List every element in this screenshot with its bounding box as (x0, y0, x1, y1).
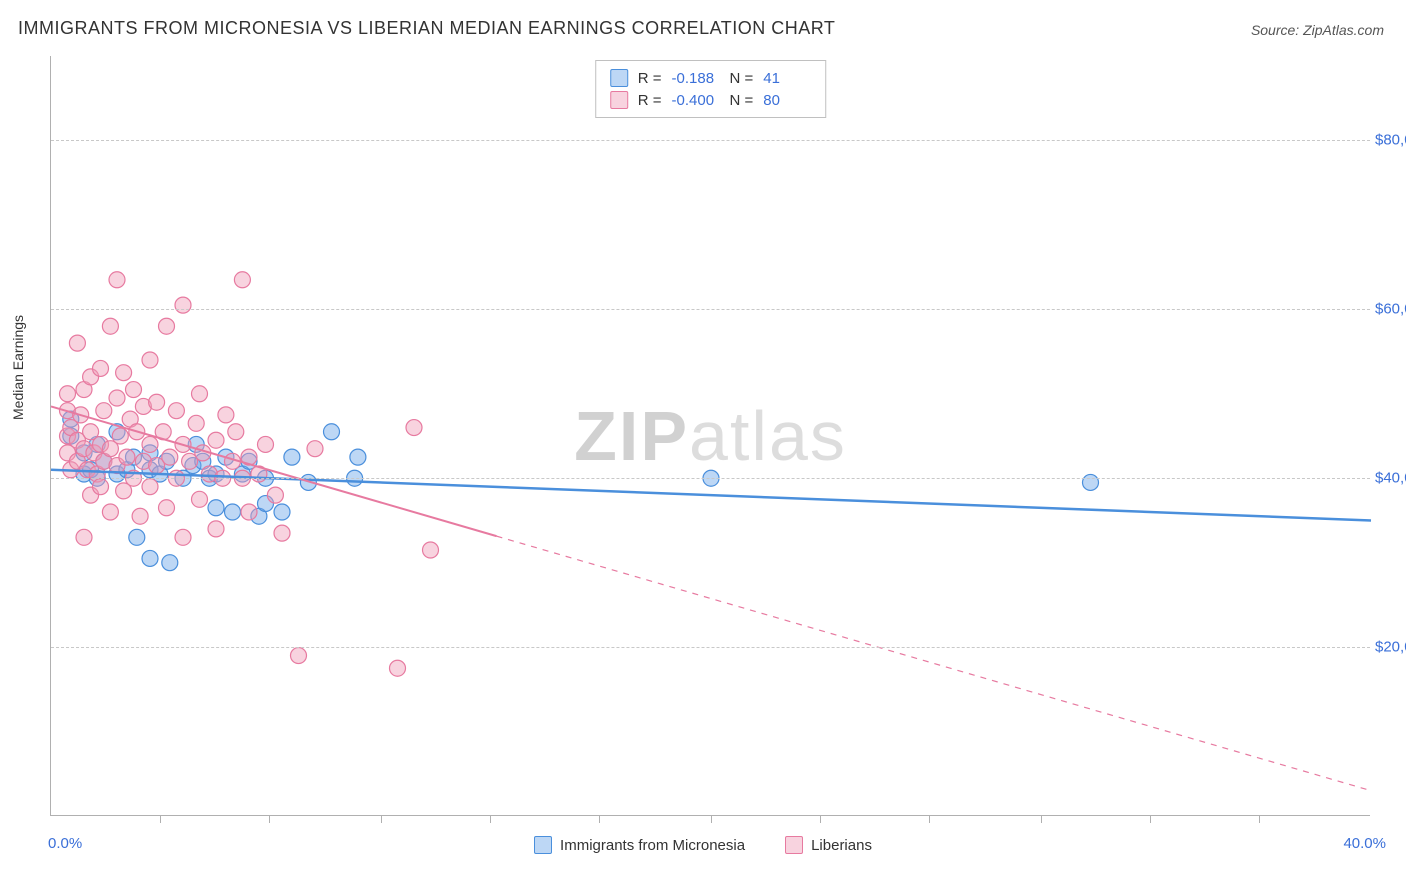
scatter-point (241, 504, 257, 520)
legend-swatch (534, 836, 552, 854)
scatter-point (208, 521, 224, 537)
scatter-point (175, 529, 191, 545)
scatter-point (218, 407, 234, 423)
scatter-point (60, 386, 76, 402)
chart-title: IMMIGRANTS FROM MICRONESIA VS LIBERIAN M… (18, 18, 835, 39)
legend-item: Liberians (785, 836, 872, 854)
gridline (51, 140, 1370, 141)
scatter-point (274, 525, 290, 541)
scatter-point (149, 394, 165, 410)
scatter-point (258, 436, 274, 452)
scatter-point (142, 550, 158, 566)
gridline (51, 478, 1370, 479)
y-tick-label: $40,000 (1375, 470, 1406, 487)
x-tick (711, 815, 712, 823)
scatter-point (423, 542, 439, 558)
scatter-point (175, 297, 191, 313)
scatter-point (390, 660, 406, 676)
scatter-point (102, 318, 118, 334)
x-tick (381, 815, 382, 823)
scatter-point (291, 648, 307, 664)
scatter-point (142, 479, 158, 495)
stat-n-value: 80 (763, 92, 811, 109)
scatter-point (192, 491, 208, 507)
scatter-point (284, 449, 300, 465)
y-tick-label: $20,000 (1375, 639, 1406, 656)
scatter-point (93, 479, 109, 495)
x-tick (1259, 815, 1260, 823)
scatter-point (350, 449, 366, 465)
x-tick (929, 815, 930, 823)
x-tick (599, 815, 600, 823)
scatter-point (168, 403, 184, 419)
scatter-point (102, 504, 118, 520)
scatter-point (69, 335, 85, 351)
scatter-point (116, 365, 132, 381)
source-attribution: Source: ZipAtlas.com (1251, 22, 1384, 38)
stats-legend-row: R = -0.400 N = 80 (610, 89, 812, 111)
scatter-point (1083, 474, 1099, 490)
scatter-point (188, 415, 204, 431)
scatter-point (162, 555, 178, 571)
stat-r-label: R = (638, 92, 662, 109)
stat-n-value: 41 (763, 70, 811, 87)
stat-n-label: N = (730, 70, 754, 87)
y-tick-label: $60,000 (1375, 301, 1406, 318)
legend-item: Immigrants from Micronesia (534, 836, 745, 854)
scatter-point (406, 420, 422, 436)
bottom-legend: Immigrants from Micronesia Liberians (0, 836, 1406, 854)
scatter-point (159, 318, 175, 334)
stat-r-value: -0.188 (672, 70, 720, 87)
gridline (51, 647, 1370, 648)
scatter-point (93, 360, 109, 376)
stat-n-label: N = (730, 92, 754, 109)
x-tick (490, 815, 491, 823)
scatter-point (142, 352, 158, 368)
stat-r-value: -0.400 (672, 92, 720, 109)
scatter-point (109, 272, 125, 288)
scatter-point (228, 424, 244, 440)
legend-label: Immigrants from Micronesia (560, 837, 745, 854)
x-tick (1150, 815, 1151, 823)
scatter-point (162, 449, 178, 465)
scatter-svg (51, 56, 1370, 815)
chart-plot-area: ZIPatlas R =-0.188N =41R =-0.400N =80 $2… (50, 56, 1370, 816)
legend-swatch (610, 69, 628, 87)
trend-line-extrapolated (497, 536, 1372, 791)
scatter-point (225, 504, 241, 520)
gridline (51, 309, 1370, 310)
scatter-point (132, 508, 148, 524)
x-tick (269, 815, 270, 823)
scatter-point (142, 436, 158, 452)
x-tick (160, 815, 161, 823)
y-tick-label: $80,000 (1375, 132, 1406, 149)
y-axis-label: Median Earnings (10, 315, 26, 420)
x-tick (1041, 815, 1042, 823)
scatter-point (208, 432, 224, 448)
scatter-point (76, 529, 92, 545)
stats-legend: R = -0.188 N = 41 R = -0.400 N = 80 (595, 60, 827, 118)
legend-swatch (785, 836, 803, 854)
stat-r-label: R = (638, 70, 662, 87)
x-tick (820, 815, 821, 823)
scatter-point (112, 428, 128, 444)
scatter-point (96, 403, 112, 419)
scatter-point (109, 390, 125, 406)
scatter-point (126, 382, 142, 398)
scatter-point (267, 487, 283, 503)
scatter-point (208, 500, 224, 516)
legend-label: Liberians (811, 837, 872, 854)
scatter-point (307, 441, 323, 457)
legend-swatch (610, 91, 628, 109)
scatter-point (234, 272, 250, 288)
scatter-point (159, 500, 175, 516)
stats-legend-row: R = -0.188 N = 41 (610, 67, 812, 89)
scatter-point (274, 504, 290, 520)
scatter-point (324, 424, 340, 440)
scatter-point (192, 386, 208, 402)
scatter-point (129, 529, 145, 545)
scatter-point (119, 449, 135, 465)
